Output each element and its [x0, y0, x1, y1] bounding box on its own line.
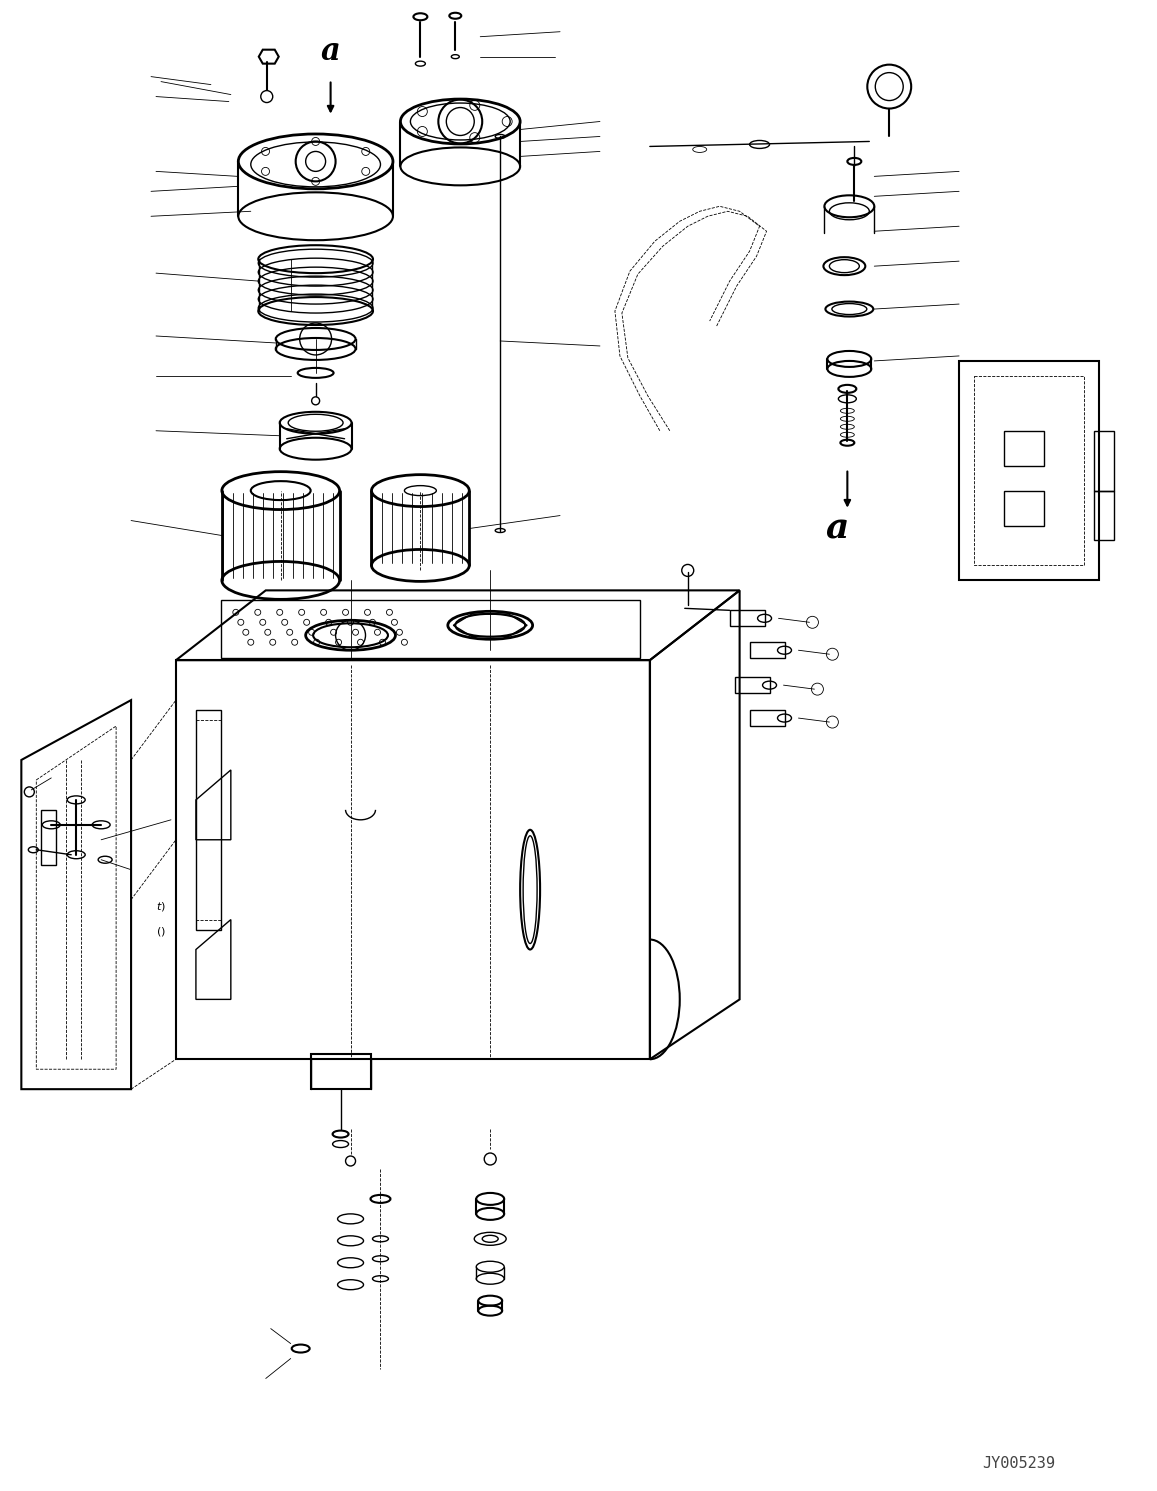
Bar	[196, 710, 221, 929]
Text: a: a	[825, 511, 849, 546]
Bar	[1004, 491, 1044, 525]
Bar	[221, 601, 640, 658]
Text: a: a	[320, 36, 340, 67]
Bar	[730, 610, 765, 626]
Bar	[750, 643, 784, 658]
Bar	[42, 810, 57, 865]
Bar	[1004, 431, 1044, 465]
Text: $\mathit{()}$: $\mathit{()}$	[156, 924, 165, 938]
Text: $\mathit{t)}$: $\mathit{t)}$	[156, 901, 165, 912]
Bar	[735, 677, 769, 693]
Bar	[974, 376, 1084, 565]
Bar	[750, 710, 784, 726]
Text: JY005239: JY005239	[982, 1455, 1055, 1470]
